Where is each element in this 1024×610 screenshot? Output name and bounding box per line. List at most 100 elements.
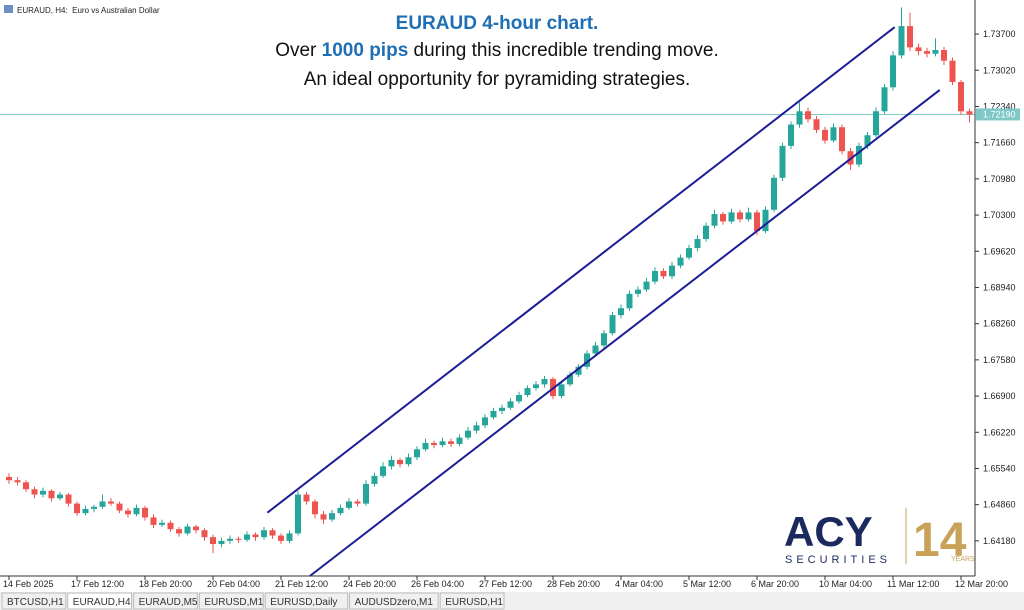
- candle-body: [796, 111, 803, 125]
- tab-label[interactable]: BTCUSD,H1: [7, 597, 64, 608]
- tab-label[interactable]: EURUSD,Daily: [270, 597, 337, 608]
- candle-body: [737, 212, 743, 220]
- candle-body: [99, 501, 106, 507]
- tab-box[interactable]: [198, 592, 264, 610]
- candle-body: [6, 476, 12, 481]
- tab-box[interactable]: [67, 592, 133, 610]
- logo-sub: SECURITIES: [785, 554, 891, 566]
- tab-label[interactable]: EURUSD,H1: [445, 597, 503, 608]
- candle-body: [159, 522, 165, 525]
- x-tick-label: 14 Feb 2025: [3, 579, 54, 589]
- logo-years: YEARS: [951, 556, 975, 563]
- candle-body: [881, 87, 888, 112]
- candle-body: [677, 257, 684, 266]
- y-tick-label: 1.66220: [983, 427, 1016, 437]
- candle-body: [720, 214, 726, 222]
- candle-body: [448, 441, 454, 444]
- tab-label[interactable]: AUDUSDzero,M1: [355, 597, 434, 608]
- candle-body: [65, 494, 72, 504]
- x-tick-label: 10 Mar 04:00: [819, 579, 872, 589]
- tab-box[interactable]: [133, 592, 198, 610]
- y-tick-label: 1.73020: [983, 65, 1016, 75]
- logo: ACY SECURITIES 14 YEARS: [784, 508, 975, 567]
- x-tick-label: 5 Mar 12:00: [683, 579, 731, 589]
- y-tick-label: 1.68260: [983, 319, 1016, 329]
- candle-body: [380, 466, 386, 476]
- candle-body: [694, 239, 701, 249]
- logo-years-number: 14: [913, 514, 967, 567]
- y-tick-label: 1.71660: [983, 138, 1016, 148]
- candle-body: [74, 503, 80, 514]
- tab-box[interactable]: [1, 592, 67, 610]
- tab-box[interactable]: [439, 592, 505, 610]
- y-tick-label: 1.67580: [983, 355, 1016, 365]
- candle-body: [499, 407, 505, 411]
- annotation-line: Over 1000 pips during this incredible tr…: [275, 40, 719, 61]
- candle-body: [745, 212, 752, 220]
- candle-body: [541, 379, 548, 385]
- candle-body: [337, 507, 344, 514]
- y-tick-label: 1.65540: [983, 463, 1016, 473]
- candle-body: [762, 209, 769, 232]
- channel-line: [309, 89, 941, 577]
- candle-body: [890, 55, 896, 88]
- candle-body: [805, 111, 811, 120]
- candle-body: [82, 508, 89, 514]
- candle-body: [48, 490, 55, 499]
- candle-body: [609, 315, 616, 334]
- tab-label[interactable]: EURAUD,H4: [73, 597, 131, 608]
- tab-label[interactable]: EURUSD,M1: [204, 597, 263, 608]
- candle-body: [567, 374, 573, 385]
- x-tick-label: 28 Feb 20:00: [547, 579, 600, 589]
- candle-body: [31, 489, 38, 495]
- candle-body: [932, 50, 939, 54]
- candle-body: [235, 538, 242, 540]
- candle-body: [873, 111, 879, 136]
- candle-body: [40, 490, 46, 495]
- annotation-part: during this incredible trending move.: [408, 40, 719, 61]
- x-tick-label: 12 Mar 20:00: [955, 579, 1008, 589]
- candle-body: [261, 530, 267, 538]
- candle-body: [269, 530, 276, 536]
- candle-body: [397, 459, 403, 465]
- candle-body: [558, 384, 565, 397]
- candle-body: [422, 442, 429, 450]
- candle-body: [329, 513, 335, 520]
- candle-body: [405, 457, 412, 465]
- candle-body: [167, 522, 174, 530]
- candle-body: [244, 534, 250, 540]
- candle-body: [201, 530, 208, 538]
- candle-body: [252, 534, 259, 538]
- x-tick-label: 27 Feb 12:00: [479, 579, 532, 589]
- tab-box[interactable]: [349, 592, 439, 610]
- x-tick-label: 26 Feb 04:00: [411, 579, 464, 589]
- annotation-title: EURAUD 4-hour chart.: [396, 13, 599, 34]
- candle-body: [703, 225, 709, 240]
- x-tick-label: 20 Feb 04:00: [207, 579, 260, 589]
- candle-body: [278, 535, 284, 541]
- x-tick-label: 18 Feb 20:00: [139, 579, 192, 589]
- plot: [0, 7, 975, 577]
- candle-body: [626, 293, 633, 309]
- candle-body: [941, 50, 947, 61]
- candle-body: [176, 529, 182, 534]
- y-tick-label: 1.70300: [983, 210, 1016, 220]
- tab-label[interactable]: EURAUD,M5: [139, 597, 198, 608]
- x-tick-label: 4 Mar 04:00: [615, 579, 663, 589]
- tab-box[interactable]: [264, 592, 349, 610]
- candle-body: [320, 514, 327, 520]
- annotation-line: An ideal opportunity for pyramiding stra…: [304, 69, 691, 90]
- x-tick-label: 21 Feb 12:00: [275, 579, 328, 589]
- candle-body: [125, 510, 131, 515]
- candle-body: [295, 494, 301, 534]
- candle-body: [584, 353, 590, 367]
- y-tick-label: 1.73700: [983, 29, 1016, 39]
- candle-body: [516, 395, 522, 402]
- annotation-part: Over: [275, 40, 321, 61]
- candle-body: [303, 494, 310, 502]
- candle-body: [958, 81, 964, 112]
- candle-body: [669, 265, 675, 277]
- candle-body: [142, 507, 148, 518]
